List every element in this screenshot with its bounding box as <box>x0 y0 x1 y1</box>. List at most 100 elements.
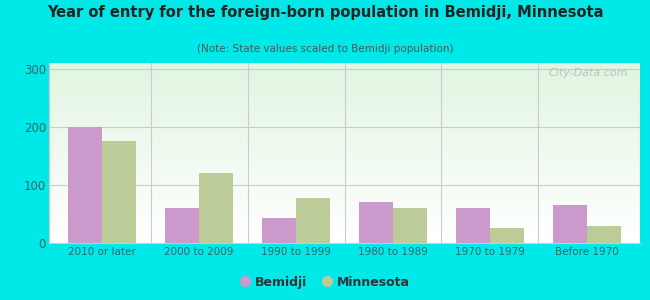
Bar <box>49 157 640 158</box>
Text: City-Data.com: City-Data.com <box>549 68 629 78</box>
Bar <box>49 70 640 71</box>
Bar <box>49 81 640 82</box>
Bar <box>49 190 640 191</box>
Bar <box>49 147 640 148</box>
Bar <box>49 241 640 242</box>
Bar <box>49 239 640 241</box>
Bar <box>49 122 640 123</box>
Bar <box>49 224 640 225</box>
Bar <box>49 73 640 74</box>
Bar <box>49 130 640 131</box>
Bar <box>49 155 640 157</box>
Bar <box>49 200 640 201</box>
Bar <box>49 219 640 220</box>
Bar <box>49 215 640 217</box>
Bar <box>49 177 640 178</box>
Bar <box>49 154 640 155</box>
Bar <box>49 103 640 104</box>
Bar <box>456 208 490 243</box>
Bar <box>49 118 640 119</box>
Bar <box>49 111 640 112</box>
Bar <box>49 91 640 92</box>
Bar <box>49 165 640 166</box>
Bar <box>49 124 640 125</box>
Bar <box>49 136 640 137</box>
Bar <box>49 87 640 88</box>
Bar <box>49 128 640 129</box>
Bar <box>49 74 640 75</box>
Bar <box>49 207 640 208</box>
Bar <box>49 223 640 224</box>
Bar <box>49 119 640 121</box>
Bar <box>49 238 640 239</box>
Bar <box>49 109 640 110</box>
Bar <box>49 69 640 70</box>
Bar <box>49 83 640 85</box>
Bar <box>49 160 640 161</box>
Bar <box>553 205 587 243</box>
Bar <box>49 213 640 214</box>
Bar <box>49 141 640 142</box>
Bar <box>49 117 640 118</box>
Bar <box>49 227 640 229</box>
Bar <box>49 65 640 67</box>
Bar <box>49 175 640 176</box>
Bar <box>49 82 640 83</box>
Bar <box>49 142 640 143</box>
Bar <box>49 121 640 122</box>
Bar <box>49 237 640 238</box>
Bar <box>49 101 640 103</box>
Bar <box>49 169 640 170</box>
Bar <box>49 127 640 128</box>
Bar <box>49 196 640 197</box>
Bar <box>49 159 640 160</box>
Bar <box>49 68 640 69</box>
Bar <box>49 112 640 113</box>
Bar <box>49 139 640 140</box>
Bar <box>49 98 640 99</box>
Bar <box>49 225 640 226</box>
Bar <box>49 116 640 117</box>
Bar <box>49 151 640 152</box>
Bar <box>49 143 640 145</box>
Bar <box>49 235 640 236</box>
Bar <box>49 171 640 172</box>
Bar <box>49 199 640 200</box>
Bar <box>262 218 296 243</box>
Bar <box>49 206 640 207</box>
Bar <box>587 226 621 243</box>
Bar <box>49 99 640 100</box>
Bar <box>199 173 233 243</box>
Bar <box>49 193 640 194</box>
Bar <box>296 198 330 243</box>
Bar <box>49 110 640 111</box>
Bar <box>490 229 524 243</box>
Legend: Bemidji, Minnesota: Bemidji, Minnesota <box>235 271 415 294</box>
Bar <box>49 220 640 221</box>
Bar <box>49 79 640 80</box>
Bar <box>49 133 640 134</box>
Bar <box>49 106 640 107</box>
Bar <box>102 141 136 243</box>
Bar <box>49 135 640 136</box>
Bar <box>49 94 640 95</box>
Bar <box>49 140 640 141</box>
Bar <box>49 137 640 139</box>
Bar <box>49 104 640 105</box>
Bar <box>49 85 640 86</box>
Bar <box>49 187 640 188</box>
Bar <box>49 182 640 183</box>
Bar <box>68 127 102 243</box>
Bar <box>49 88 640 89</box>
Bar <box>49 185 640 187</box>
Bar <box>49 201 640 202</box>
Bar <box>49 63 640 64</box>
Bar <box>49 158 640 159</box>
Text: (Note: State values scaled to Bemidji population): (Note: State values scaled to Bemidji po… <box>197 44 453 53</box>
Bar <box>49 64 640 65</box>
Bar <box>49 236 640 237</box>
Bar <box>49 203 640 205</box>
Bar <box>49 232 640 233</box>
Bar <box>49 71 640 73</box>
Bar <box>49 212 640 213</box>
